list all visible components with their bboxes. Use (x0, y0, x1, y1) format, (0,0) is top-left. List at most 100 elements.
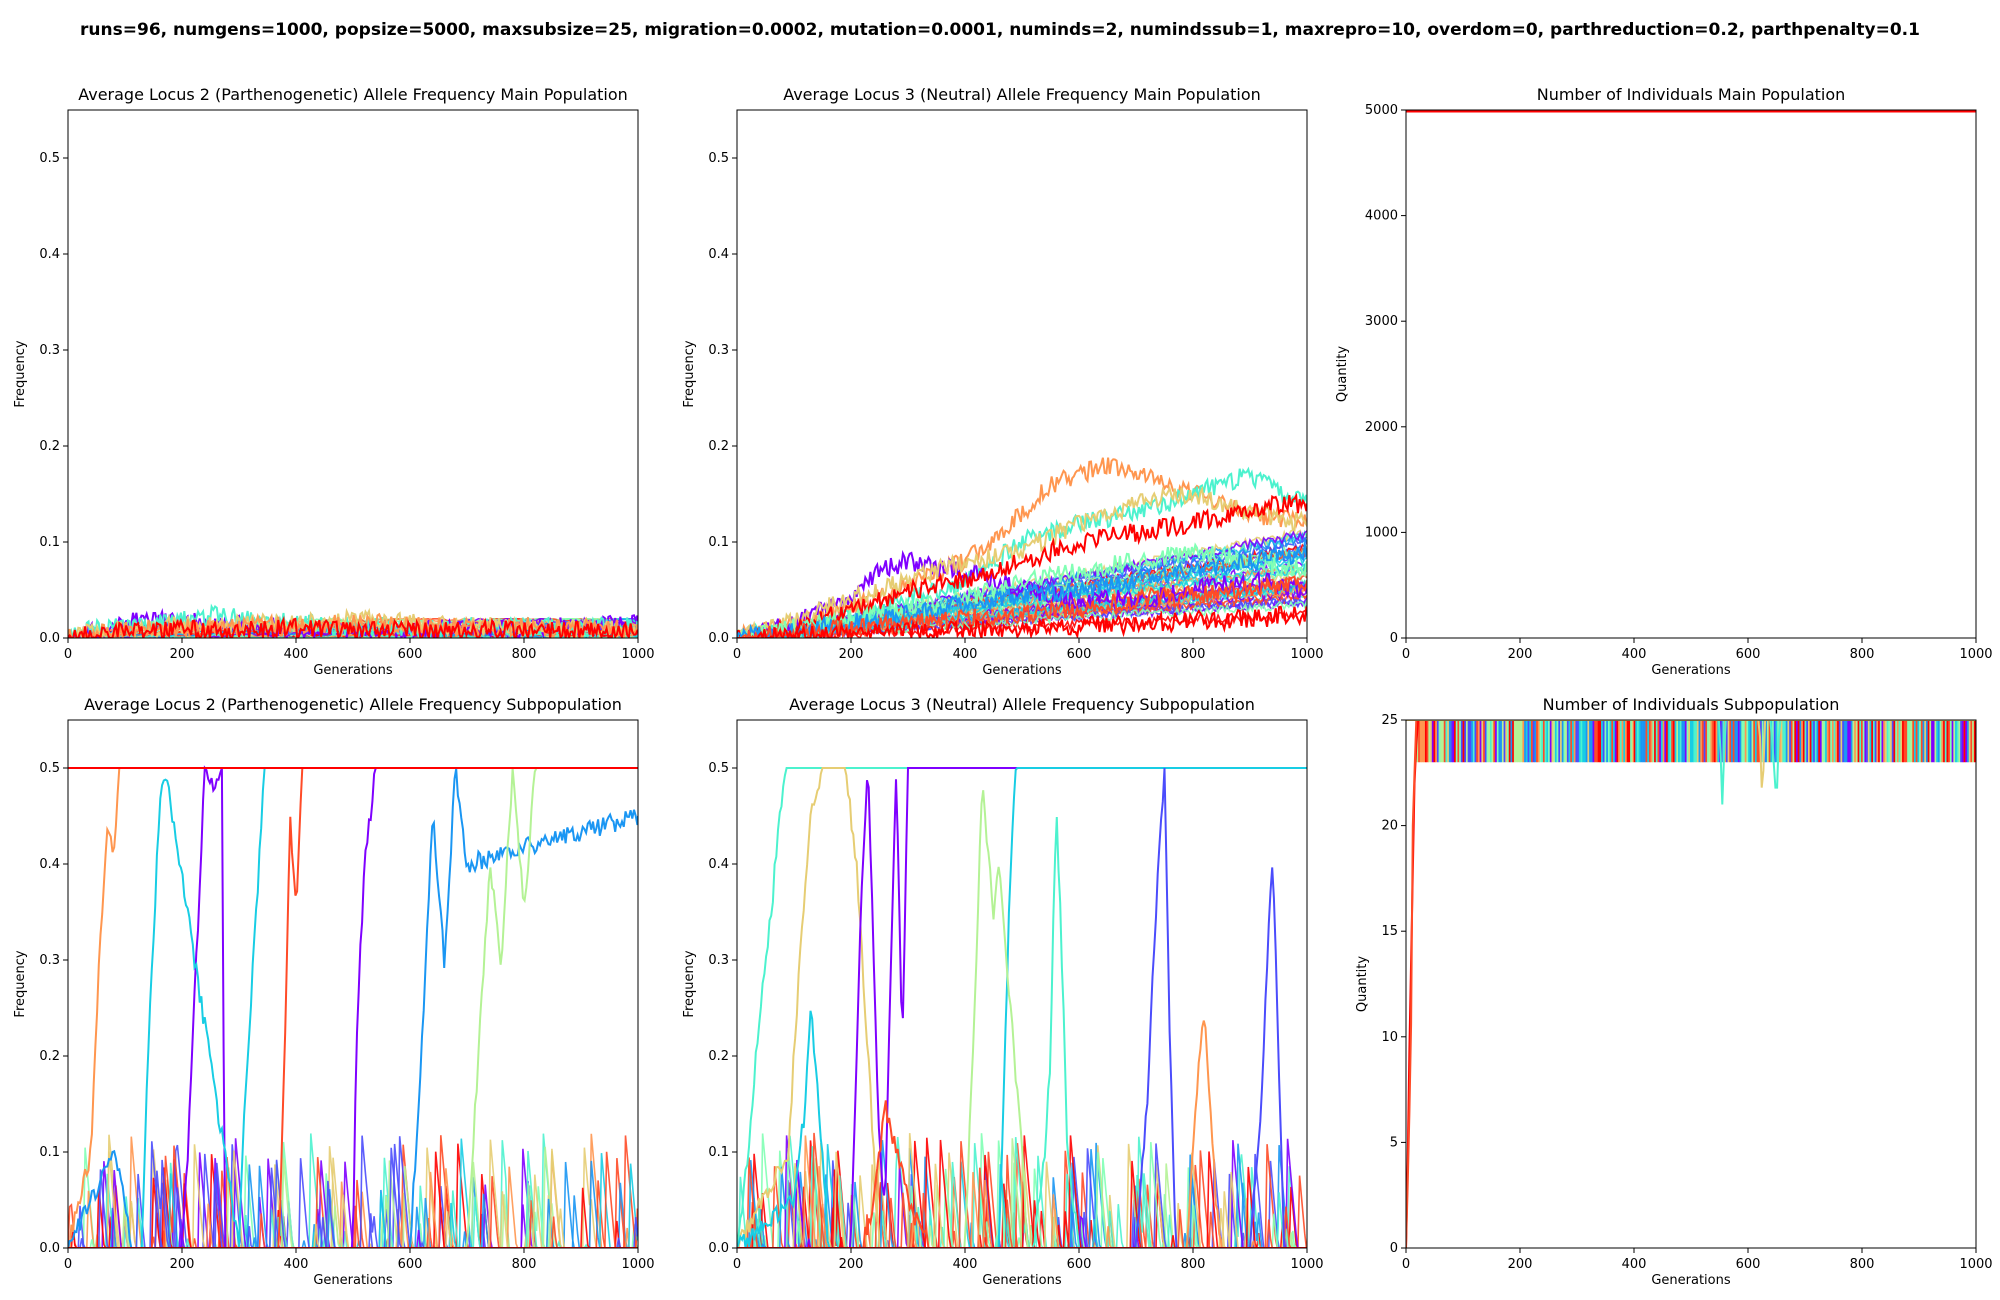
x-tick-label: 1000 (621, 647, 654, 662)
y-tick-label: 0.1 (708, 535, 729, 550)
x-tick-label: 1000 (1959, 647, 1992, 662)
x-tick-label: 400 (953, 647, 978, 662)
chart-title: Average Locus 3 (Neutral) Allele Frequen… (789, 695, 1255, 714)
x-tick-label: 800 (512, 647, 537, 662)
y-tick-label: 4000 (1365, 209, 1398, 224)
x-tick-label: 0 (1402, 647, 1410, 662)
x-tick-label: 0 (733, 647, 741, 662)
y-tick-label: 1000 (1365, 525, 1398, 540)
chart-title: Average Locus 3 (Neutral) Allele Frequen… (783, 85, 1261, 104)
y-tick-label: 20 (1381, 819, 1398, 834)
y-tick-label: 0.5 (708, 151, 729, 166)
chart-panel-3: Number of Individuals Main Population 0 20… (1335, 85, 1993, 678)
axes-frame (67, 719, 639, 1249)
chart-title: Number of Individuals Main Population (1537, 85, 1846, 104)
chart-panel-5: Average Locus 3 (Neutral) Allele Frequen… (682, 695, 1324, 1288)
run-trace (737, 1144, 1307, 1248)
y-tick-label: 25 (1381, 713, 1398, 728)
y-tick-label: 0.2 (39, 1049, 60, 1064)
chart-panel-6: Number of Individuals Subpopulation 0 200 4… (1355, 695, 1993, 1288)
y-tick-label: 5000 (1365, 103, 1398, 118)
figure-suptitle: runs=96, numgens=1000, popsize=5000, max… (80, 20, 1920, 40)
x-tick-label: 600 (1067, 647, 1092, 662)
x-tick-label: 600 (398, 1257, 423, 1272)
run-trace (68, 1133, 638, 1248)
x-tick-label: 800 (1850, 1257, 1875, 1272)
plot-area (737, 457, 1307, 638)
x-tick-label: 1000 (1290, 1257, 1323, 1272)
chart-panel-4: Average Locus 2 (Parthenogenetic) Allele… (13, 695, 655, 1288)
x-tick-label: 1000 (1959, 1257, 1992, 1272)
run-trace (737, 1142, 1307, 1248)
y-tick-label: 0.2 (708, 439, 729, 454)
series-line (1406, 720, 1976, 1248)
run-trace (68, 1158, 638, 1248)
x-tick-label: 400 (1622, 1257, 1647, 1272)
y-tick-label: 0.5 (708, 761, 729, 776)
axes-frame (736, 719, 1308, 1249)
x-tick-label: 200 (839, 1257, 864, 1272)
x-tick-label: 200 (839, 647, 864, 662)
x-tick-label: 400 (953, 1257, 978, 1272)
axes-frame (1405, 109, 1977, 639)
y-axis-label: Quantity (1335, 346, 1350, 402)
axes-frame (67, 109, 639, 639)
x-tick-label: 200 (1508, 1257, 1533, 1272)
x-axis-label: Generations (313, 1273, 393, 1288)
axes-frame (1405, 719, 1977, 1249)
x-tick-label: 800 (1181, 1257, 1206, 1272)
series-line (737, 767, 881, 1248)
y-tick-label: 0.1 (708, 1145, 729, 1160)
x-tick-label: 0 (733, 1257, 741, 1272)
run-trace (68, 1135, 638, 1248)
plot-area (68, 765, 638, 1248)
x-tick-label: 200 (1508, 647, 1533, 662)
run-trace (737, 1140, 1307, 1248)
y-tick-label: 0.3 (708, 953, 729, 968)
y-tick-label: 0.1 (39, 535, 60, 550)
x-axis-label: Generations (982, 1273, 1062, 1288)
y-tick-label: 5 (1390, 1135, 1398, 1150)
y-tick-label: 0.0 (708, 1241, 729, 1256)
x-tick-label: 0 (64, 647, 72, 662)
run-trace (737, 1159, 1307, 1248)
series-line (68, 768, 638, 1248)
y-axis-label: Frequency (13, 950, 28, 1017)
run-trace (68, 1146, 638, 1248)
y-tick-label: 2000 (1365, 420, 1398, 435)
x-tick-label: 0 (64, 1257, 72, 1272)
series-line (737, 492, 1307, 638)
y-tick-label: 0.2 (708, 1049, 729, 1064)
chart-title: Average Locus 2 (Parthenogenetic) Allele… (78, 85, 628, 104)
y-tick-label: 0.2 (39, 439, 60, 454)
plot-area (737, 767, 1307, 1248)
series-line (737, 605, 1307, 638)
x-tick-label: 600 (1736, 647, 1761, 662)
x-tick-label: 600 (1736, 1257, 1761, 1272)
run-trace (737, 1150, 1307, 1248)
y-tick-label: 0.4 (708, 247, 729, 262)
x-tick-label: 1000 (621, 1257, 654, 1272)
plot-area (68, 603, 638, 638)
y-tick-label: 0.0 (39, 1241, 60, 1256)
y-tick-label: 0.3 (39, 343, 60, 358)
chart-title: Number of Individuals Subpopulation (1543, 695, 1840, 714)
x-axis-label: Generations (1651, 1273, 1731, 1288)
run-trace (737, 1144, 1307, 1248)
y-axis-label: Frequency (13, 340, 28, 407)
x-tick-label: 600 (1067, 1257, 1092, 1272)
x-tick-label: 1000 (1290, 647, 1323, 662)
y-tick-label: 15 (1381, 924, 1398, 939)
y-tick-label: 0 (1390, 631, 1398, 646)
plot-area (1406, 720, 1976, 1248)
x-axis-label: Generations (1651, 663, 1731, 678)
y-tick-label: 0.5 (39, 151, 60, 166)
chart-panel-1: Average Locus 2 (Parthenogenetic) Allele… (13, 85, 655, 678)
x-axis-label: Generations (982, 663, 1062, 678)
x-axis-label: Generations (313, 663, 393, 678)
y-axis-label: Frequency (682, 950, 697, 1017)
chart-title: Average Locus 2 (Parthenogenetic) Allele… (84, 695, 622, 714)
y-tick-label: 0 (1390, 1241, 1398, 1256)
x-tick-label: 400 (284, 1257, 309, 1272)
series-line (737, 790, 1029, 1248)
